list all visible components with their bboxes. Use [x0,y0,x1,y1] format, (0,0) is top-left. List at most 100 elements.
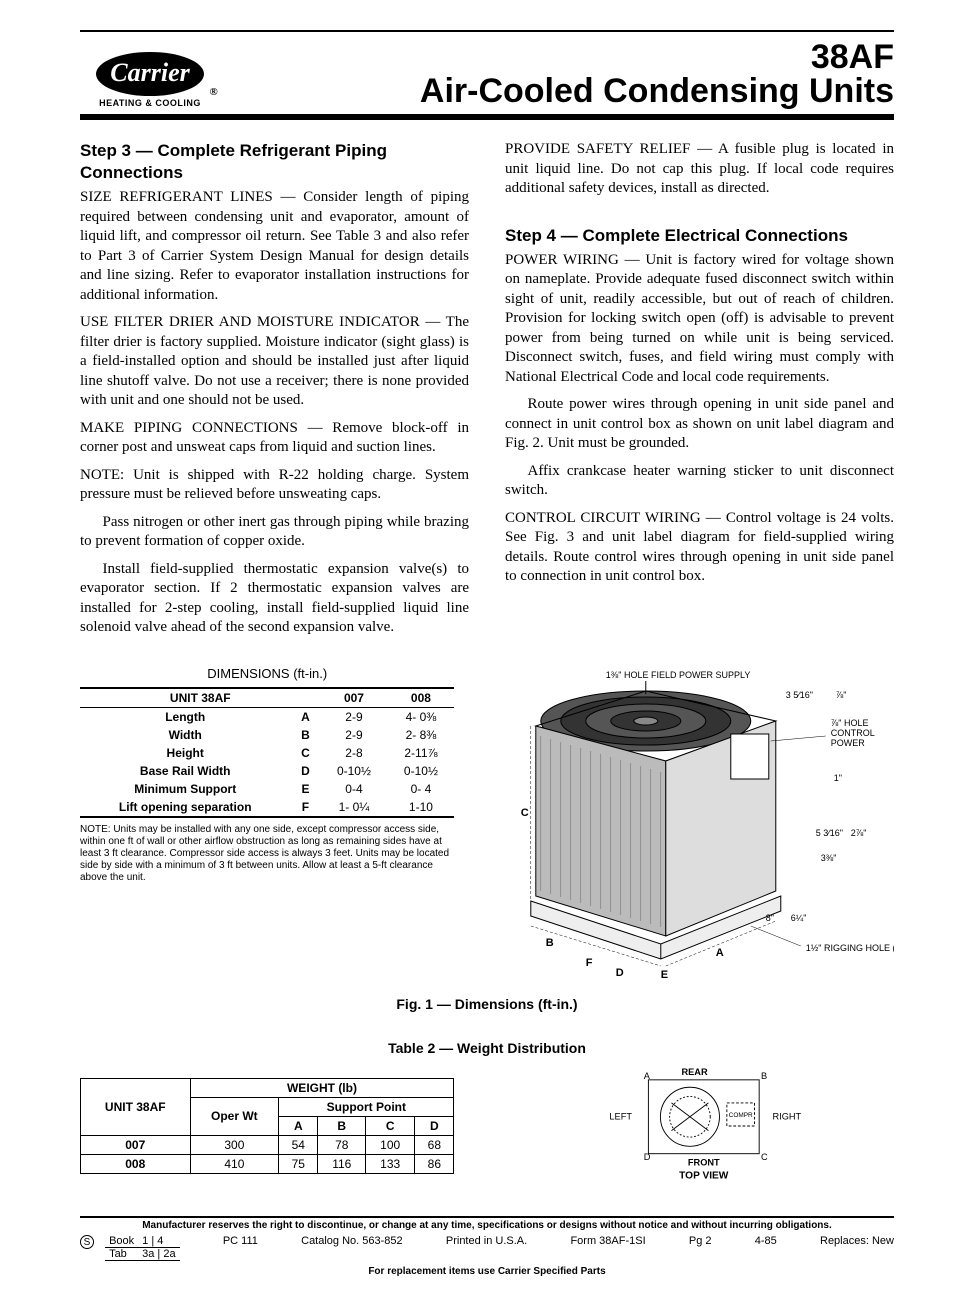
wt-cell: 54 [279,1135,318,1154]
step3-p4: NOTE: Unit is shipped with R-22 holding … [80,466,469,505]
footer-book-label: Book [105,1235,138,1248]
svg-text:B: B [546,937,554,949]
dim-row-letter: E [290,780,320,798]
step3-p5: Pass nitrogen or other inert gas through… [80,513,469,552]
footer-date: 4-85 [755,1235,777,1264]
svg-text:⅞" HOLE: ⅞" HOLE [831,718,869,728]
svg-text:TOP VIEW: TOP VIEW [680,1170,730,1181]
footer-tab-label: Tab [105,1247,138,1260]
footer-pg: Pg 2 [689,1235,712,1264]
dimensions-note: NOTE: Units may be installed with any on… [80,824,454,884]
dim-cell: 0-10½ [387,762,454,780]
unit-isometric-drawing: 1⅜" HOLE FIELD POWER SUPPLY 3 5⁄16" ⅞" ⅞… [478,666,894,986]
top-view-diagram: REAR COMPR A B C D LEFT RIGHT FRONT [514,1066,894,1186]
footer-pc: PC 111 [223,1235,258,1264]
dim-cell: 2-9 [321,726,388,744]
svg-text:LEFT: LEFT [610,1111,633,1121]
right-column: PROVIDE SAFETY RELIEF — A fusible plug i… [505,140,894,646]
wt-cell: 300 [190,1135,279,1154]
wt-cell: 007 [81,1135,191,1154]
table2-caption: Table 2 — Weight Distribution [80,1040,894,1056]
wt-pt: C [366,1116,415,1135]
footer-printed: Printed in U.S.A. [446,1235,527,1264]
svg-text:FRONT: FRONT [688,1157,720,1167]
dim-row-letter: B [290,726,320,744]
dim-cell: 1-10 [387,798,454,817]
footer-tab-vals: 3a | 2a [138,1247,179,1260]
dim-unit-hdr: UNIT 38AF [80,688,321,708]
footer-disclaimer: Manufacturer reserves the right to disco… [80,1220,894,1231]
wt-cell: 78 [318,1135,366,1154]
svg-text:6¼": 6¼" [791,913,807,923]
dimensions-caption: DIMENSIONS (ft-in.) [80,666,454,681]
svg-text:1⅜" HOLE FIELD POWER SUPPLY: 1⅜" HOLE FIELD POWER SUPPLY [606,670,751,680]
footer-catalog: Catalog No. 563-852 [301,1235,403,1264]
dim-row-label: Width [80,726,290,744]
dim-cell: 2- 8⅜ [387,726,454,744]
footer-book-vals: 1 | 4 [138,1235,179,1248]
dim-cell: 0-10½ [321,762,388,780]
dim-cell: 2-11⅞ [387,744,454,762]
footer-replaces: Replaces: New [820,1235,894,1264]
svg-text:RIGHT: RIGHT [773,1111,802,1121]
weight-table: UNIT 38AF WEIGHT (lb) Oper Wt Support Po… [80,1078,454,1174]
dim-col-008: 008 [387,688,454,708]
step3-p3: MAKE PIPING CONNECTIONS — Remove block-o… [80,419,469,458]
svg-text:A: A [644,1071,651,1081]
wt-oper-hdr: Oper Wt [190,1097,279,1135]
step3-p2: USE FILTER DRIER AND MOISTURE INDICATOR … [80,313,469,411]
svg-text:1": 1" [834,773,842,783]
dim-row-letter: A [290,707,320,726]
step4-heading: Step 4 — Complete Electrical Connections [505,225,894,247]
svg-text:F: F [586,957,593,969]
dim-col-007: 007 [321,688,388,708]
svg-text:3 5⁄16": 3 5⁄16" [786,690,813,700]
svg-text:⅞": ⅞" [836,690,847,700]
svg-text:D: D [644,1152,651,1162]
step3-heading: Step 3 — Complete Refrigerant Piping Con… [80,140,469,184]
brand-block: Carrier HEATING & COOLING [80,52,220,108]
footer-sub: For replacement items use Carrier Specif… [80,1266,894,1277]
wt-support-hdr: Support Point [279,1097,454,1116]
dim-row-label: Length [80,707,290,726]
left-column: Step 3 — Complete Refrigerant Piping Con… [80,140,469,646]
circled-s-icon: S [80,1235,94,1249]
title-block: 38AF Air-Cooled Condensing Units [420,40,894,108]
svg-text:D: D [616,967,624,979]
svg-text:8": 8" [766,913,774,923]
wt-cell: 86 [415,1154,454,1173]
wt-weight-hdr: WEIGHT (lb) [190,1078,454,1097]
dim-row-label: Minimum Support [80,780,290,798]
page-header: Carrier HEATING & COOLING 38AF Air-Coole… [80,40,894,108]
dim-row-letter: C [290,744,320,762]
weight-table-block: UNIT 38AF WEIGHT (lb) Oper Wt Support Po… [80,1078,454,1174]
footer-form: Form 38AF-1SI [570,1235,645,1264]
fig1-caption: Fig. 1 — Dimensions (ft-in.) [80,996,894,1012]
product-name: Air-Cooled Condensing Units [420,74,894,108]
wt-cell: 116 [318,1154,366,1173]
wt-pt: D [415,1116,454,1135]
dim-cell: 0- 4 [387,780,454,798]
step4-p5: CONTROL CIRCUIT WIRING — Control voltage… [505,509,894,587]
dimensions-table-block: DIMENSIONS (ft-in.) UNIT 38AF 007 008 Le… [80,666,454,884]
wt-unit-hdr: UNIT 38AF [81,1078,191,1135]
svg-text:C: C [761,1152,768,1162]
wt-cell: 75 [279,1154,318,1173]
wt-pt: A [279,1116,318,1135]
svg-text:2⅞": 2⅞" [851,828,867,838]
svg-text:C: C [521,807,529,819]
step4-p4: Affix crankcase heater warning sticker t… [505,462,894,501]
wt-cell: 008 [81,1154,191,1173]
dim-row-label: Lift opening separation [80,798,290,817]
dim-cell: 1- 0¼ [321,798,388,817]
svg-text:POWER: POWER [831,738,866,748]
wt-pt: B [318,1116,366,1135]
svg-text:3⅜": 3⅜" [821,853,837,863]
step4-p2: POWER WIRING — Unit is factory wired for… [505,251,894,388]
dim-row-letter: D [290,762,320,780]
wt-cell: 133 [366,1154,415,1173]
dim-cell: 2-9 [321,707,388,726]
book-tab-block: Book1 | 4 Tab3a | 2a [105,1235,180,1261]
brand-tagline: HEATING & COOLING [80,98,220,108]
svg-text:E: E [661,969,668,981]
